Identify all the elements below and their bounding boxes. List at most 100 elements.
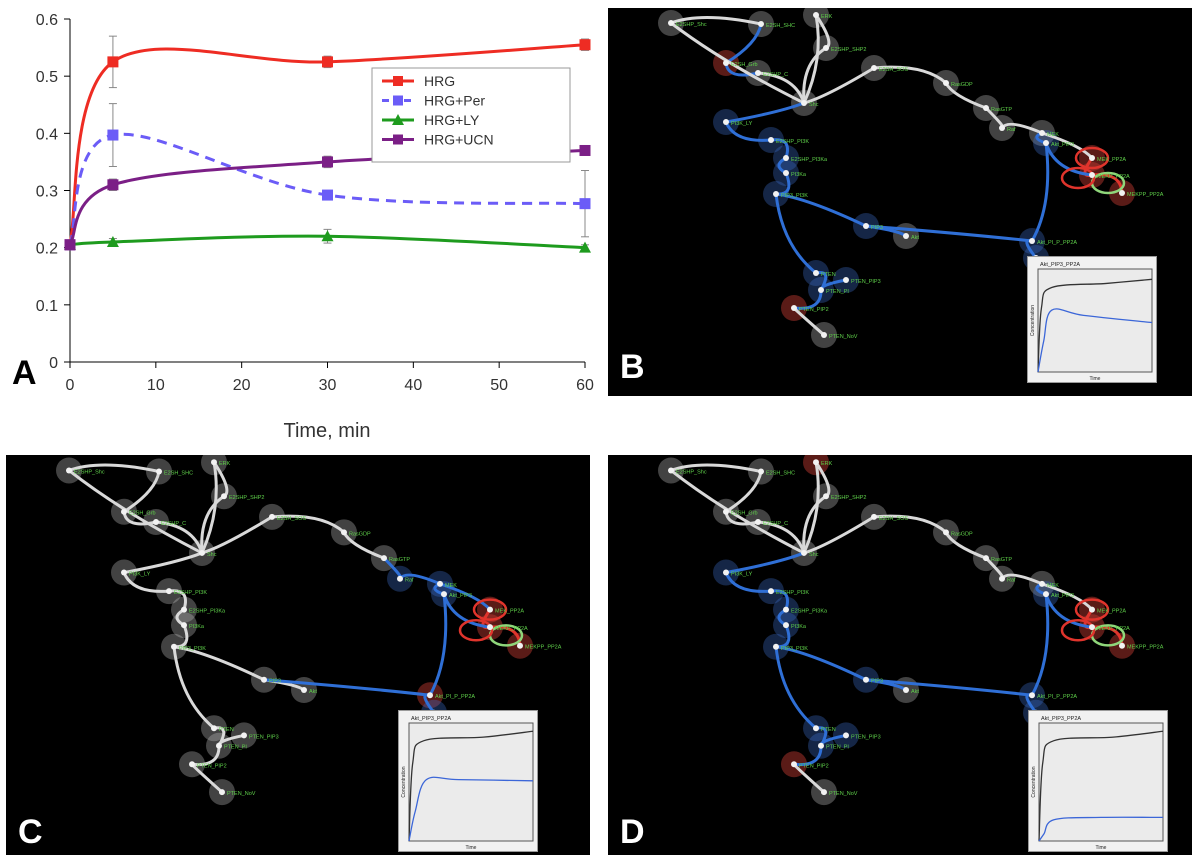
network-node [1089,624,1095,631]
network-node [773,191,779,197]
network-node [823,493,829,500]
network-node [723,508,729,515]
network-node-label: E2SHP_Shc [676,22,707,28]
network-graph: ERK E2SHP_Shc E2SHP_SHP2 E2SH_SHC E2SH_Grb E2… [56,455,562,806]
y-tick-label: 0.3 [36,184,58,201]
x-tick-label: 30 [319,377,337,394]
inset-title: Akt_PIP3_PP2A [1040,262,1080,268]
network-node [189,761,195,768]
legend-swatch-marker [393,95,403,106]
network-edge [1040,582,1094,612]
data-point [106,235,119,247]
data-point [322,56,333,68]
network-edge [428,592,448,697]
network-node [791,761,797,768]
network-node [1119,190,1125,196]
network-node-label: MEK [445,583,457,589]
network-edge [1030,141,1050,243]
network-node-label: PTEN_NoV [829,334,858,340]
network-node [181,606,187,613]
network-node [999,575,1005,582]
network-node [943,80,949,86]
y-tick-label: 0.1 [36,298,58,315]
inset-chart: Akt_PIP3_PP2A Time Concentration [1030,262,1153,382]
network-node-label: Akt_PI_P_PP2A [1037,694,1077,700]
network-node-label: PIP3_PI3K [179,646,206,652]
network-loop [458,619,494,642]
network-node-label: PTEN_PIP3 [249,734,279,740]
network-node-label: PTEN [821,272,836,278]
network-node [219,789,225,796]
network-loop [1074,598,1110,621]
x-axis-label: Time, min [283,420,370,442]
y-tick-label: 0.6 [36,12,58,29]
network-edge [190,744,221,767]
network-node-label: Shc [809,102,819,108]
network-node [783,170,789,176]
time-course-inset: Akt_PIP3_PP2A Time Concentration [1028,710,1168,852]
inset-curve-black [1037,278,1153,373]
series-line [68,132,586,246]
network-panel-d: ERK E2SHP_Shc E2SHP_SHP2 E2SH_SHC E2SH_Grb E2… [608,455,1192,855]
network-node-label: E2SH_Grb [731,62,758,68]
network-node-label: E2SHP_Shc [74,469,105,475]
network-node [199,549,205,556]
chart-series-group [64,35,591,253]
x-tick-label: 10 [147,377,165,394]
series-line [69,234,586,250]
data-point [107,56,119,68]
network-node [121,569,127,576]
network-edge [122,469,161,514]
network-node-label: E2SHP_PI3Ka [791,609,828,615]
network-edge [1030,592,1050,697]
network-edge [724,571,773,593]
network-node [758,468,764,475]
network-edge [172,645,266,682]
network-node [903,233,909,239]
chart-legend: HRG HRG+Per HRG+LY HRG+UCN [371,67,571,163]
y-tick-label: 0.2 [36,241,58,258]
network-node [121,508,127,515]
data-point [321,230,334,242]
network-node-label: MEK_PP2A [1097,609,1126,615]
network-node-label: E2SH_SOS [879,516,908,522]
network-node [943,529,949,536]
network-node-label: E2SH_SHC [766,470,795,476]
inset-curve-blue [1038,816,1164,842]
network-node-label: PIP3 [871,679,883,685]
network-node-label: RasGDP [349,531,371,537]
network-node [1029,238,1035,244]
network-node-label: Shc [809,552,819,558]
network-edge [864,678,1034,697]
network-node [1119,642,1125,649]
network-node [723,60,729,66]
network-node [783,622,789,629]
x-tick-label: 40 [404,377,422,394]
series-line [68,43,586,246]
network-node-label: E2SH_SHC [164,470,193,476]
network-node-label: PI3Ka [791,172,807,178]
time-course-inset: Akt_PIP3_PP2A Time Concentration [398,710,538,852]
network-node [427,692,433,699]
network-node-label: E2SHP_SHP2 [229,495,264,501]
network-node-label: E2SHP_PI3K [776,590,809,596]
network-node-label: RasGDP [951,82,973,88]
network-node [437,580,443,587]
network-node [269,513,275,520]
legend-swatch-marker [393,134,403,145]
network-edge [262,678,432,697]
network-loop [472,598,508,621]
network-node-label: E2SH_Grb [129,511,156,517]
network-node [983,555,989,562]
network-node [723,119,729,125]
network-edge [872,514,948,534]
network-node-label: PTEN_PI [826,745,849,751]
inset-curve-black [1038,730,1164,842]
x-tick-label: 60 [576,377,594,394]
network-edge [802,494,828,555]
network-node-label: E2SHP_SHP2 [831,47,866,53]
panel-label-b: B [620,348,645,386]
panel-label-a: A [12,354,37,392]
network-node [755,519,761,526]
legend-label: HRG+UCN [424,132,494,148]
